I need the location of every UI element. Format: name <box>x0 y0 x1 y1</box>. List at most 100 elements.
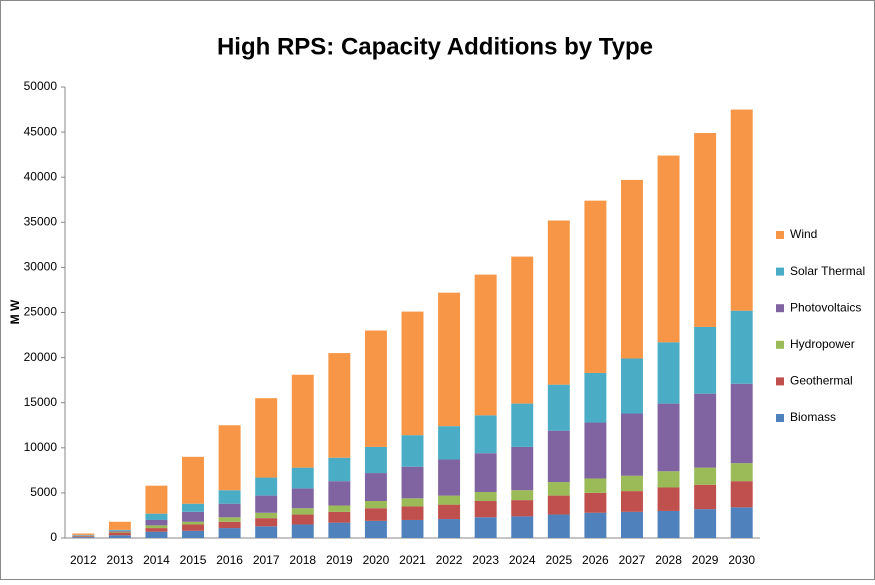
bar-segment <box>475 415 497 453</box>
y-tick-label: 50000 <box>24 79 58 93</box>
x-tick-label: 2026 <box>582 553 609 567</box>
bar-segment <box>511 516 533 538</box>
x-tick-label: 2012 <box>70 553 97 567</box>
bar-segment <box>548 220 570 384</box>
bar-segment <box>255 513 277 518</box>
bar-segment <box>328 506 350 512</box>
x-tick-label: 2030 <box>728 553 755 567</box>
bar-segment <box>658 342 680 403</box>
legend-swatch <box>776 377 784 385</box>
bar-segment <box>402 498 424 506</box>
bar-segment <box>548 482 570 496</box>
bar-segment <box>438 496 460 505</box>
bar-segment <box>475 492 497 501</box>
x-tick-label: 2017 <box>253 553 280 567</box>
bar-segment <box>511 404 533 447</box>
y-tick-label: 5000 <box>30 485 57 499</box>
bar-segment <box>328 481 350 505</box>
bar-segment <box>475 453 497 492</box>
bar-segment <box>511 490 533 500</box>
bar-segment <box>255 496 277 513</box>
bar-segment <box>219 528 241 538</box>
legend-label: Photovoltaics <box>790 300 861 314</box>
x-tick-label: 2027 <box>619 553 646 567</box>
bar-segment <box>145 525 167 528</box>
bar-segment <box>694 485 716 509</box>
x-tick-label: 2018 <box>289 553 316 567</box>
bar-segment <box>694 394 716 468</box>
bar-segment <box>292 508 314 514</box>
legend-swatch <box>776 304 784 312</box>
bar-segment <box>621 512 643 538</box>
y-tick-label: 35000 <box>24 214 58 228</box>
bar-segment <box>621 180 643 359</box>
bar-segment <box>621 491 643 512</box>
legend-swatch <box>776 231 784 239</box>
bar-segment <box>694 327 716 394</box>
bar-segment <box>219 425 241 490</box>
bar-segment <box>621 414 643 476</box>
bar-segment <box>219 490 241 504</box>
bar-segment <box>438 460 460 496</box>
bar-segment <box>328 512 350 523</box>
bar-segment <box>438 505 460 519</box>
bar-segment <box>109 535 131 538</box>
bar-segment <box>475 501 497 517</box>
bar-segment <box>584 478 606 492</box>
bar-segment <box>292 524 314 538</box>
bar-segment <box>365 508 387 521</box>
x-tick-label: 2025 <box>545 553 572 567</box>
bar-segment <box>548 385 570 431</box>
bar-segment <box>292 375 314 468</box>
bar-segment <box>109 532 131 533</box>
legend-label: Biomass <box>790 410 836 424</box>
bar-segment <box>255 398 277 477</box>
bar-segment <box>438 293 460 426</box>
y-tick-label: 0 <box>50 530 57 544</box>
bar-segment <box>182 522 204 525</box>
bar-segment <box>328 353 350 458</box>
y-tick-label: 25000 <box>24 305 58 319</box>
bar-segment <box>145 532 167 538</box>
bar-segment <box>475 517 497 538</box>
bar-segment <box>255 518 277 526</box>
bar-segment <box>731 110 753 311</box>
bar-segment <box>694 509 716 538</box>
bar-segment <box>621 476 643 491</box>
legend-label: Hydropower <box>790 337 855 351</box>
y-tick-label: 40000 <box>24 169 58 183</box>
bar-segment <box>292 468 314 489</box>
bar-segment <box>438 519 460 538</box>
y-tick-label: 20000 <box>24 350 58 364</box>
bar-segment <box>328 458 350 481</box>
bar-segment <box>511 257 533 404</box>
x-tick-label: 2013 <box>107 553 134 567</box>
legend-label: Solar Thermal <box>790 264 865 278</box>
bar-segment <box>548 496 570 515</box>
bar-segment <box>255 478 277 496</box>
x-tick-label: 2029 <box>692 553 719 567</box>
bar-segment <box>145 514 167 520</box>
bar-segment <box>182 512 204 522</box>
bar-segment <box>694 468 716 485</box>
legend-label: Wind <box>790 227 817 241</box>
y-tick-label: 15000 <box>24 395 58 409</box>
x-tick-label: 2014 <box>143 553 170 567</box>
bar-segment <box>584 513 606 538</box>
bar-segment <box>182 524 204 530</box>
x-tick-label: 2019 <box>326 553 353 567</box>
bar-segment <box>658 404 680 472</box>
y-tick-label: 10000 <box>24 440 58 454</box>
bar-segment <box>109 531 131 532</box>
bar-segment <box>694 133 716 327</box>
bar-segment <box>365 331 387 447</box>
bar-segment <box>145 486 167 514</box>
bar-segment <box>584 493 606 513</box>
bar-segment <box>511 500 533 516</box>
x-tick-label: 2024 <box>509 553 536 567</box>
bar-segment <box>365 473 387 501</box>
bar-segment <box>72 533 94 534</box>
bar-segment <box>584 423 606 479</box>
bar-segment <box>584 373 606 423</box>
